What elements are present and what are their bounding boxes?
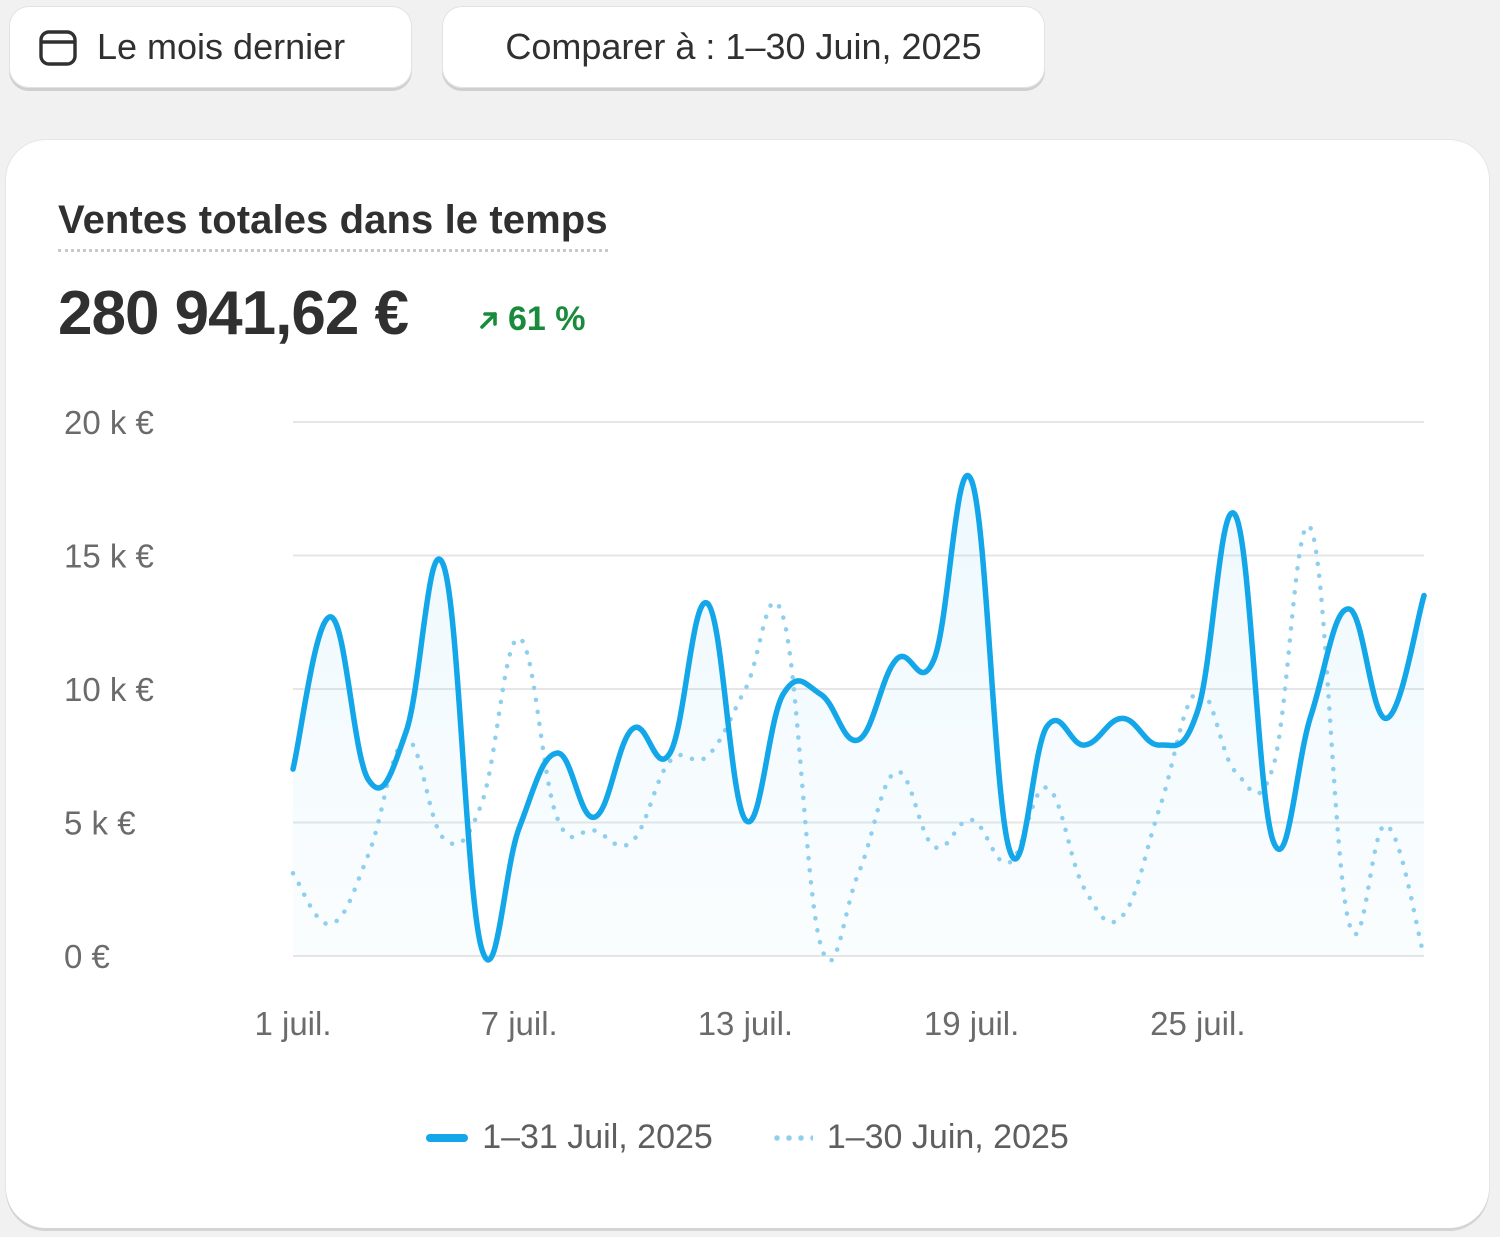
compare-picker-button[interactable]: Comparer à : 1–30 Juin, 2025 (442, 6, 1045, 88)
chart-legend: 1–31 Juil, 2025 1–30 Juin, 2025 (6, 1118, 1489, 1157)
y-tick-label: 10 k € (64, 671, 154, 708)
y-tick-label: 5 k € (64, 805, 136, 842)
total-sales-card: Ventes totales dans le temps 280 941,62 … (6, 140, 1489, 1228)
y-tick-label: 0 € (64, 938, 110, 975)
legend-swatch-solid (426, 1133, 469, 1142)
y-tick-label: 15 k € (64, 538, 154, 575)
x-tick-label: 13 juil. (698, 1005, 793, 1042)
legend-item-previous[interactable]: 1–30 Juin, 2025 (770, 1118, 1069, 1157)
calendar-icon (39, 30, 77, 66)
x-tick-label: 1 juil. (254, 1005, 331, 1042)
current-series-area (293, 475, 1424, 960)
legend-item-current[interactable]: 1–31 Juil, 2025 (426, 1118, 713, 1157)
previous-series-line (290, 523, 1427, 964)
card-title[interactable]: Ventes totales dans le temps (58, 198, 608, 252)
compare-picker-label: Comparer à : 1–30 Juin, 2025 (505, 26, 982, 67)
period-picker-button[interactable]: Le mois dernier (9, 6, 412, 88)
arrow-up-right-icon (480, 311, 497, 329)
legend-label-current: 1–31 Juil, 2025 (482, 1118, 713, 1156)
legend-swatch-dotted (770, 1134, 813, 1141)
total-sales-value: 280 941,62 € (58, 279, 409, 348)
x-tick-label: 7 juil. (481, 1005, 558, 1042)
delta-value: 61 % (508, 300, 586, 338)
x-tick-label: 25 juil. (1150, 1005, 1245, 1042)
period-picker-label: Le mois dernier (97, 26, 346, 67)
y-tick-label: 20 k € (64, 404, 154, 441)
legend-label-previous: 1–30 Juin, 2025 (826, 1118, 1069, 1156)
delta-badge: 61 % (476, 300, 586, 339)
current-series-line (290, 473, 1427, 963)
sales-line-chart: 0 € 5 k € 10 k € 15 k € 20 k € 1 juil. 7 juil.… (64, 404, 1427, 1042)
x-tick-label: 19 juil. (924, 1005, 1019, 1042)
